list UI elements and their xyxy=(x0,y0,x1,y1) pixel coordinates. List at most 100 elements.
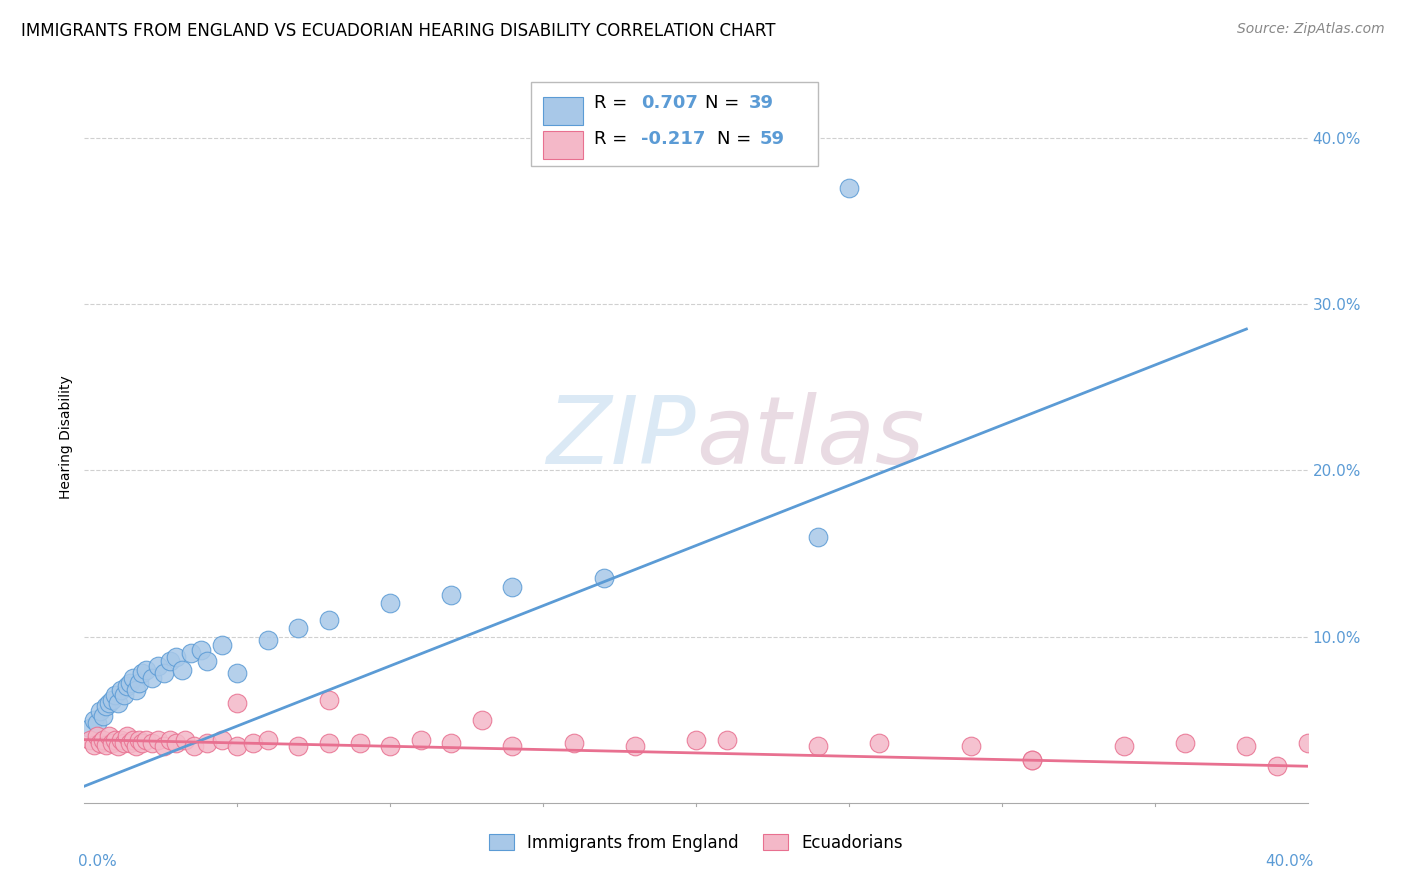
Text: R =: R = xyxy=(595,130,634,148)
Point xyxy=(211,732,233,747)
Point xyxy=(562,736,585,750)
Point xyxy=(183,739,205,754)
Point xyxy=(135,732,157,747)
Point xyxy=(83,713,105,727)
Point xyxy=(110,732,132,747)
Point xyxy=(838,180,860,194)
Point xyxy=(1114,739,1136,754)
Text: N =: N = xyxy=(717,130,756,148)
Point xyxy=(226,696,249,710)
Point xyxy=(110,682,132,697)
Point xyxy=(115,729,138,743)
Point xyxy=(1021,753,1043,767)
Point xyxy=(287,621,309,635)
Text: 0.0%: 0.0% xyxy=(79,854,117,869)
Point xyxy=(120,676,142,690)
Text: 59: 59 xyxy=(759,130,785,148)
Text: 39: 39 xyxy=(748,94,773,112)
Point xyxy=(125,739,148,754)
Point xyxy=(409,732,432,747)
Point xyxy=(159,732,181,747)
Point xyxy=(97,696,120,710)
Point xyxy=(380,739,402,754)
Text: Source: ZipAtlas.com: Source: ZipAtlas.com xyxy=(1237,22,1385,37)
Point xyxy=(135,663,157,677)
Point xyxy=(86,729,108,743)
Point xyxy=(107,696,129,710)
Point xyxy=(807,739,830,754)
Point xyxy=(131,666,153,681)
Point xyxy=(195,736,218,750)
Point xyxy=(226,739,249,754)
Text: IMMIGRANTS FROM ENGLAND VS ECUADORIAN HEARING DISABILITY CORRELATION CHART: IMMIGRANTS FROM ENGLAND VS ECUADORIAN HE… xyxy=(21,22,776,40)
Point xyxy=(153,739,176,754)
Text: ZIP: ZIP xyxy=(547,392,696,483)
Point xyxy=(318,736,340,750)
Point xyxy=(716,732,738,747)
Point xyxy=(146,732,169,747)
Legend: Immigrants from England, Ecuadorians: Immigrants from England, Ecuadorians xyxy=(481,826,911,860)
Point xyxy=(624,739,647,754)
Point xyxy=(125,682,148,697)
Point xyxy=(174,732,197,747)
Point xyxy=(101,692,124,706)
Point xyxy=(83,738,105,752)
Point xyxy=(807,530,830,544)
Point xyxy=(107,739,129,754)
Point xyxy=(94,699,117,714)
Point xyxy=(86,716,108,731)
Point xyxy=(91,732,114,747)
Point xyxy=(502,739,524,754)
Point xyxy=(122,732,145,747)
Point xyxy=(104,732,127,747)
Point xyxy=(471,713,494,727)
Point xyxy=(159,655,181,669)
Text: R =: R = xyxy=(595,94,634,112)
Point xyxy=(112,736,135,750)
Point xyxy=(318,613,340,627)
Point xyxy=(89,736,111,750)
Point xyxy=(128,676,150,690)
Point xyxy=(593,571,616,585)
Point xyxy=(104,688,127,702)
Point xyxy=(180,646,202,660)
Point xyxy=(257,632,280,647)
Point xyxy=(440,588,463,602)
Text: N =: N = xyxy=(704,94,745,112)
Point xyxy=(79,721,101,735)
Point xyxy=(94,738,117,752)
FancyBboxPatch shape xyxy=(543,131,583,159)
Point xyxy=(89,705,111,719)
Point xyxy=(153,666,176,681)
FancyBboxPatch shape xyxy=(531,82,818,167)
Text: 40.0%: 40.0% xyxy=(1265,854,1313,869)
Point xyxy=(101,736,124,750)
Point xyxy=(257,732,280,747)
Point xyxy=(349,736,371,750)
Point xyxy=(172,663,194,677)
Point xyxy=(1265,759,1288,773)
Point xyxy=(195,655,218,669)
Point xyxy=(242,736,264,750)
Point xyxy=(1236,739,1258,754)
Point xyxy=(685,732,707,747)
Point xyxy=(190,643,212,657)
Point xyxy=(440,736,463,750)
FancyBboxPatch shape xyxy=(543,97,583,125)
Point xyxy=(1296,736,1319,750)
Point xyxy=(1174,736,1197,750)
Point xyxy=(1388,739,1406,754)
Point xyxy=(960,739,983,754)
Point xyxy=(165,649,187,664)
Text: 0.707: 0.707 xyxy=(641,94,697,112)
Text: atlas: atlas xyxy=(696,392,924,483)
Point xyxy=(141,671,163,685)
Point xyxy=(115,680,138,694)
Point xyxy=(502,580,524,594)
Point xyxy=(79,732,101,747)
Point xyxy=(165,736,187,750)
Point xyxy=(131,736,153,750)
Point xyxy=(287,739,309,754)
Point xyxy=(97,729,120,743)
Point xyxy=(318,692,340,706)
